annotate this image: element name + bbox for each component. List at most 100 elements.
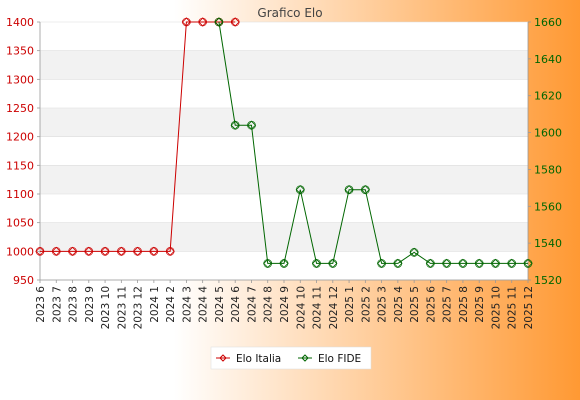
x-tick-label: 2025 5 [409,286,421,323]
right-tick-label: 1660 [534,16,562,29]
plot-band [40,79,528,108]
data-point-ring-elo-fide [295,185,305,194]
data-point-ring-elo-fide [361,185,370,194]
x-tick-label: 2023 6 [35,286,47,323]
right-tick-label: 1540 [534,237,562,250]
x-tick-label: 2024 9 [279,286,291,323]
x-tick-label: 2024 12 [328,286,340,329]
plot-band [40,194,528,223]
plot-band [40,108,528,137]
right-tick-label: 1600 [534,127,562,140]
data-point-ring-elo-fide [263,259,273,268]
data-point-ring-elo-italia [133,247,142,256]
data-point-ring-elo-fide [426,259,435,268]
x-tick-label: 2024 2 [165,286,177,323]
data-point-ring-elo-italia [149,247,159,256]
data-point-ring-elo-fide [409,248,419,257]
x-axis-ticks: 2023 6 2023 7 2023 8 2023 9 2023 10 2023 11 20… [35,280,535,329]
x-tick-label: 2024 3 [181,286,193,323]
data-point-ring-elo-fide [458,259,468,268]
data-point-ring-elo-italia [198,17,207,27]
left-tick-label: 1200 [6,131,34,144]
data-point-ring-elo-italia [182,17,191,27]
right-tick-label: 1640 [534,53,562,66]
right-tick-label: 1520 [534,274,562,287]
legend-label-elo-fide: Elo FIDE [318,353,361,365]
left-tick-label: 1150 [6,159,34,172]
plot-band [40,50,528,80]
x-tick-label: 2023 11 [116,286,128,329]
left-tick-label: 1050 [6,217,34,230]
data-point-ring-elo-italia [230,17,240,27]
legend-box [210,346,372,370]
series-elo-fide [214,17,533,269]
data-point-ring-elo-fide [230,120,240,130]
data-point-ring-elo-italia [84,247,94,256]
x-tick-label: 2025 1 [344,286,356,323]
right-tick-label: 1560 [534,200,562,213]
data-point-ring-elo-fide [491,259,500,268]
x-tick-label: 2025 10 [490,286,502,329]
left-tick-label: 1400 [6,16,34,29]
chart-title: Grafico Elo [257,6,322,20]
data-point-ring-elo-fide [523,259,533,268]
x-tick-label: 2025 11 [507,286,519,329]
data-point-ring-elo-italia [51,247,61,256]
right-tick-label: 1580 [534,163,562,176]
series-line-elo-fide [218,21,528,264]
legend-item-elo-italia: Elo Italia [216,353,281,365]
data-point-ring-elo-italia [100,247,110,256]
data-point-ring-elo-fide [247,120,256,130]
x-tick-label: 2025 9 [474,286,486,323]
data-point-ring-elo-fide [279,259,289,268]
series-line-elo-italia [40,21,236,252]
series-layer [35,17,533,269]
x-tick-label: 2025 6 [425,286,437,323]
legend-marker-elo-fide [301,354,309,362]
x-tick-label: 2024 5 [214,286,226,323]
x-tick-label: 2024 6 [230,286,242,323]
x-tick-label: 2024 10 [295,286,307,329]
left-tick-label: 1000 [6,245,34,258]
legend-item-elo-fide: Elo FIDE [298,353,361,365]
x-tick-label: 2024 11 [312,286,324,329]
x-tick-label: 2023 10 [100,286,112,329]
data-point-ring-elo-italia [117,247,126,256]
left-tick-label: 950 [13,274,34,287]
left-tick-label: 1250 [6,102,34,115]
data-point-ring-elo-fide [442,259,451,268]
x-tick-label: 2025 12 [523,286,535,329]
data-point-ring-elo-fide [393,259,403,268]
plot-band [40,222,528,252]
x-tick-label: 2023 8 [68,286,80,323]
left-axis-ticks: 950 1000 1050 1100 1150 1200 1250 1300 1350 1400 [6,16,40,287]
right-axis-ticks: 1520 1540 1560 1580 1600 1620 1640 1660 [528,16,562,287]
plot-band [40,136,528,166]
data-point-ring-elo-italia [68,247,77,256]
legend-marker-elo-italia [219,354,227,362]
legend: Elo Italia Elo FIDE [210,346,372,370]
plot-band [40,22,528,51]
x-tick-label: 2024 7 [246,286,258,323]
data-point-ring-elo-fide [344,185,354,194]
data-point-ring-elo-fide [377,259,386,268]
x-tick-label: 2023 7 [51,286,63,323]
left-tick-label: 1300 [6,73,34,86]
x-tick-label: 2023 12 [133,286,145,329]
x-tick-label: 2023 9 [84,286,96,323]
data-point-ring-elo-fide [507,259,517,268]
plot-band [40,165,528,194]
left-tick-label: 1350 [6,45,34,58]
data-point-ring-elo-fide [474,259,484,268]
x-tick-label: 2025 3 [377,286,389,323]
legend-label-elo-italia: Elo Italia [236,353,281,365]
x-tick-label: 2024 1 [149,286,161,323]
plot-bands [40,22,528,280]
plot-band [40,251,528,280]
x-tick-label: 2025 2 [360,286,372,323]
data-point-ring-elo-fide [312,259,321,268]
x-tick-label: 2025 7 [442,286,454,323]
x-tick-label: 2025 4 [393,286,405,323]
